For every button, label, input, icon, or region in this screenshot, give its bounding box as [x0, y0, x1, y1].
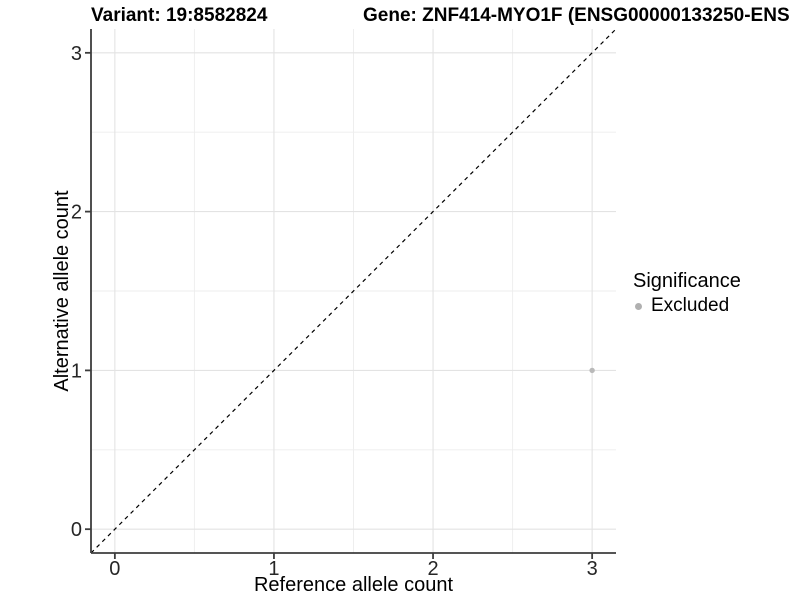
y-tick-label: 3 — [71, 43, 82, 65]
excluded-key-dot-icon — [635, 302, 642, 310]
x-tick-label: 2 — [427, 558, 438, 580]
identity-line — [90, 28, 617, 554]
legend: Significance Excluded — [633, 270, 741, 317]
identity-line-group — [90, 28, 617, 554]
x-tick-label: 0 — [109, 558, 120, 580]
plot-title-gene: Gene: ZNF414-MYO1F (ENSG00000133250-ENS — [363, 5, 790, 26]
x-tick-label: 1 — [268, 558, 279, 580]
y-tick-labels: 0 1 2 3 — [71, 43, 82, 541]
x-tick-label: 3 — [587, 558, 598, 580]
gridlines-major — [91, 29, 616, 553]
data-point — [589, 367, 595, 374]
legend-entry-label: Excluded — [651, 295, 730, 316]
y-tick-label: 2 — [71, 202, 82, 224]
x-axis-title: Reference allele count — [253, 574, 453, 596]
axis-lines — [90, 29, 616, 554]
legend-title: Significance — [633, 270, 741, 292]
gridlines-minor — [91, 29, 616, 553]
plot-title-variant: Variant: 19:8582824 — [91, 5, 268, 26]
y-tick-label: 1 — [71, 360, 82, 382]
tick-marks — [85, 51, 594, 559]
data-points — [589, 367, 595, 374]
legend-entry-excluded: Excluded — [633, 295, 741, 317]
y-axis-title: Alternative allele count — [51, 190, 73, 392]
x-tick-labels: 0 1 2 3 — [109, 558, 597, 580]
y-tick-label: 0 — [71, 519, 82, 541]
